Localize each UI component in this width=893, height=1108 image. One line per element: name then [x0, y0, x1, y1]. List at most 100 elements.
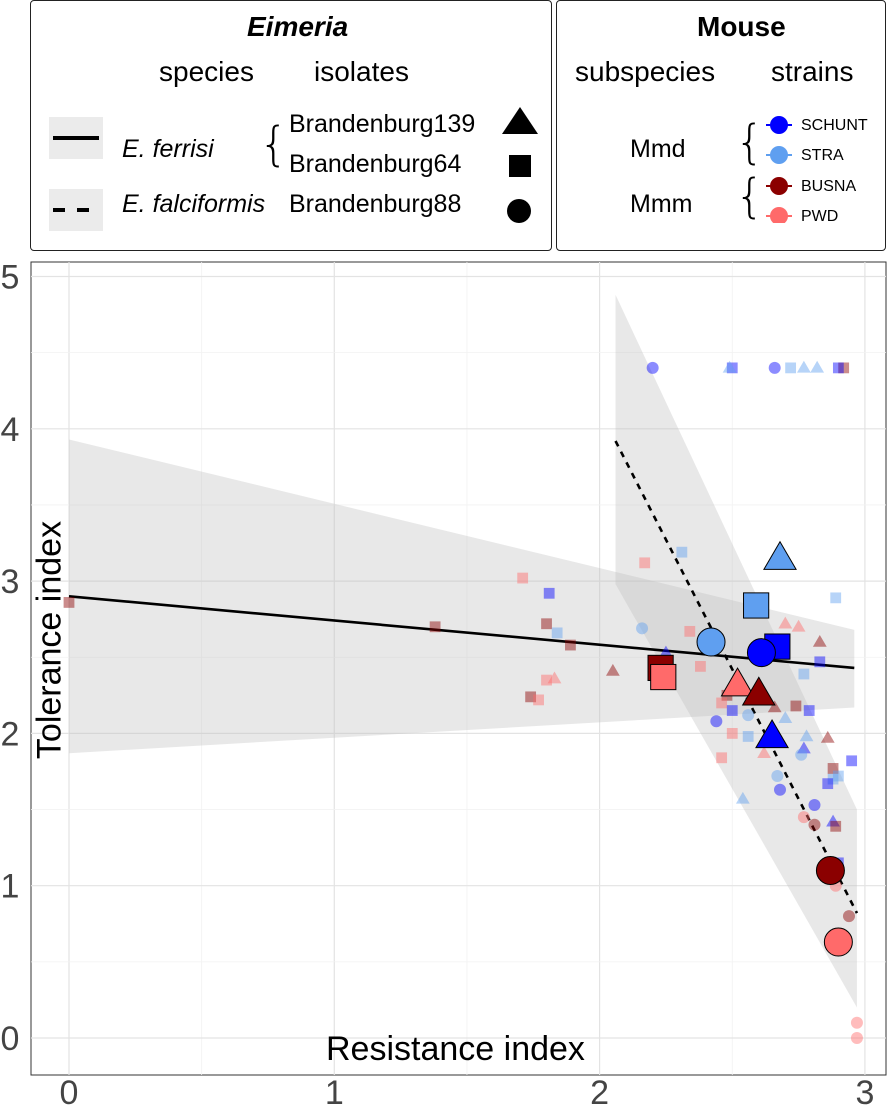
data-point	[429, 621, 441, 633]
data-point	[684, 625, 696, 637]
triangle-shape-icon	[502, 107, 538, 134]
strain-label-schunt: SCHUNT	[801, 117, 868, 134]
pwd-color-icon	[766, 207, 792, 223]
x-tick-label: 1	[325, 1074, 344, 1108]
individual-points	[63, 360, 863, 1044]
mean-point	[743, 592, 770, 619]
data-point	[850, 1016, 863, 1029]
solid-line-key	[49, 117, 103, 159]
data-point	[808, 798, 821, 811]
data-point	[771, 770, 784, 783]
isolate-brace: {	[259, 117, 289, 171]
x-tick-label: 2	[590, 1074, 609, 1108]
data-point	[796, 360, 811, 373]
data-point	[796, 741, 811, 754]
data-point	[808, 818, 821, 831]
data-point	[826, 814, 840, 827]
mean-point	[650, 663, 677, 691]
isolate-label-b64: Brandenburg64	[289, 150, 462, 178]
tick-labels: 0 1 2 3 0 1 2 3 4 5	[1, 259, 875, 1108]
confidence-band-falciformis	[615, 294, 857, 1008]
strain-color-keys	[766, 116, 792, 223]
data-point	[742, 709, 755, 722]
data-point	[827, 763, 839, 774]
data-point	[757, 746, 771, 758]
mouse-legend-title: Mouse	[697, 11, 786, 42]
mean-points	[647, 540, 853, 957]
y-tick-label: 0	[1, 1020, 20, 1058]
mean-point	[815, 855, 845, 885]
isolate-shape-keys	[502, 107, 538, 223]
data-point	[846, 755, 858, 767]
data-point	[541, 618, 552, 630]
data-point	[827, 773, 839, 785]
data-point	[838, 362, 850, 374]
y-tick-label: 1	[1, 868, 20, 906]
data-point	[830, 592, 842, 604]
species-label-ferrisi: E. ferrisi	[122, 135, 214, 163]
data-point	[541, 674, 552, 686]
strain-label-busna: BUSNA	[801, 178, 857, 195]
mean-point	[746, 638, 776, 668]
data-point	[830, 820, 842, 832]
x-tick-label: 3	[855, 1074, 874, 1108]
species-column-header: species	[159, 56, 254, 87]
mean-point	[755, 718, 790, 749]
data-point	[842, 910, 855, 923]
data-point	[726, 362, 738, 374]
data-point	[795, 748, 808, 761]
data-point	[716, 697, 728, 709]
data-point	[850, 1032, 863, 1044]
x-axis-label: Resistance index	[326, 1030, 585, 1068]
strains-column-header: strains	[771, 56, 854, 87]
subspecies-label-mmd: Mmd	[630, 135, 686, 163]
data-point	[659, 645, 673, 658]
data-point	[797, 811, 810, 824]
circle-shape-icon	[507, 199, 531, 223]
y-tick-label: 2	[1, 715, 20, 753]
data-point	[814, 656, 826, 668]
mean-point	[741, 676, 776, 706]
plot-panel	[30, 261, 887, 1076]
data-point	[791, 619, 806, 632]
data-point	[726, 705, 738, 716]
isolate-label-b139: Brandenburg139	[289, 110, 476, 138]
data-point	[525, 691, 537, 703]
data-point	[742, 731, 754, 742]
strain-label-pwd: PWD	[801, 208, 839, 225]
busna-color-icon	[766, 177, 792, 195]
isolates-column-header: isolates	[314, 56, 409, 87]
data-point	[639, 557, 651, 569]
mmd-brace: {	[735, 115, 765, 169]
data-point	[798, 668, 810, 680]
data-point	[551, 627, 563, 639]
data-point	[832, 362, 844, 374]
mean-point	[720, 667, 755, 697]
species-label-falciformis: E. falciformis	[122, 190, 266, 218]
isolate-label-b88: Brandenburg88	[289, 190, 462, 218]
mean-point	[696, 627, 726, 657]
eimeria-legend-title: Eimeria	[247, 11, 349, 42]
data-point	[812, 634, 827, 647]
data-point	[790, 700, 802, 712]
square-shape-icon	[509, 155, 531, 177]
mean-point	[823, 927, 853, 957]
data-point	[533, 694, 544, 706]
regression-line-ferrisi	[68, 595, 855, 670]
data-point	[735, 791, 750, 804]
data-point	[716, 752, 728, 764]
y-tick-label: 5	[1, 259, 20, 297]
dashed-line-key	[49, 189, 103, 231]
y-axis-label: Tolerance index	[30, 520, 69, 760]
data-point	[547, 671, 562, 684]
y-tick-label: 4	[1, 411, 20, 449]
data-point	[605, 663, 620, 676]
data-point	[820, 730, 835, 743]
data-point	[726, 728, 738, 739]
data-point	[695, 660, 706, 672]
data-point	[810, 360, 825, 373]
data-point	[785, 362, 797, 374]
data-point	[832, 770, 844, 782]
data-point	[676, 546, 688, 558]
